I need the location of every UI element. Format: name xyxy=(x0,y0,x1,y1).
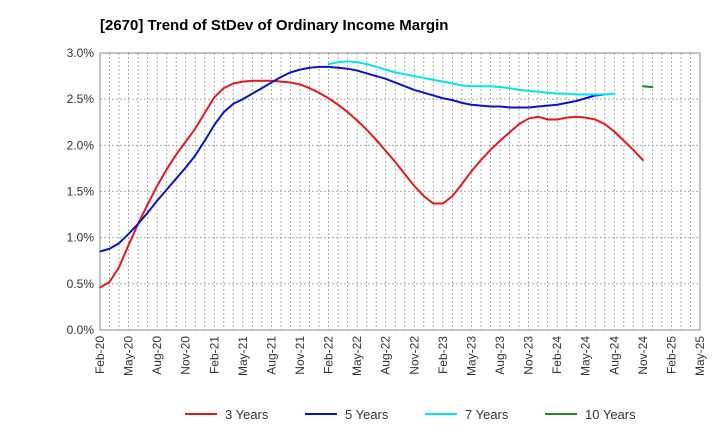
x-tick-label: Aug-20 xyxy=(150,336,164,375)
legend: 3 Years 5 Years 7 Years 10 Years xyxy=(185,407,636,422)
x-tick-label: May-23 xyxy=(464,336,478,376)
x-tick-label: May-22 xyxy=(350,336,364,376)
x-tick-label: Aug-21 xyxy=(264,336,278,375)
x-tick-label: Nov-22 xyxy=(407,336,421,375)
series-line-7-years xyxy=(327,60,616,96)
y-tick-label: 0.5% xyxy=(67,277,95,291)
x-tick-label: May-24 xyxy=(579,336,593,376)
y-tick-label: 1.5% xyxy=(67,185,95,199)
x-tick-label: Nov-23 xyxy=(522,336,536,375)
legend-label: 3 Years xyxy=(225,407,269,422)
x-tick-label: Aug-24 xyxy=(607,336,621,375)
series-line-3-years xyxy=(99,79,644,289)
x-tick-label: Nov-21 xyxy=(293,336,307,375)
x-tick-label: Nov-20 xyxy=(179,336,193,375)
chart-title: [2670] Trend of StDev of Ordinary Income… xyxy=(100,17,448,34)
x-tick-label: Feb-22 xyxy=(322,336,336,374)
y-tick-label: 0.0% xyxy=(67,323,95,337)
y-tick-label: 2.5% xyxy=(67,92,95,106)
x-tick-label: Feb-23 xyxy=(436,336,450,374)
x-tick-label: Aug-23 xyxy=(493,336,507,375)
y-tick-label: 1.0% xyxy=(67,231,95,245)
series-line-5-years xyxy=(99,65,606,253)
x-tick-label: May-20 xyxy=(122,336,136,376)
y-tick-label: 2.0% xyxy=(67,138,95,152)
series-line-10-years xyxy=(641,85,654,89)
x-tick-label: Feb-24 xyxy=(550,336,564,374)
x-tick-label: May-25 xyxy=(693,336,707,376)
y-tick-label: 3.0% xyxy=(67,46,95,60)
series-lines xyxy=(99,60,654,289)
x-tick-label: Feb-25 xyxy=(664,336,678,374)
legend-label: 7 Years xyxy=(465,407,509,422)
x-tick-label: Feb-20 xyxy=(93,336,107,374)
legend-label: 5 Years xyxy=(345,407,389,422)
x-tick-label: Aug-22 xyxy=(379,336,393,375)
x-tick-label: Nov-24 xyxy=(636,336,650,375)
x-axis: Feb-20 May-20 Aug-20 Nov-20 Feb-21 May-21 Aug-… xyxy=(93,336,707,376)
plot-frame xyxy=(99,52,701,331)
x-tick-label: May-21 xyxy=(236,336,250,376)
y-axis: 0.0% 0.5% 1.0% 1.5% 2.0% 2.5% 3.0% xyxy=(67,46,95,337)
x-tick-label: Feb-21 xyxy=(207,336,221,374)
legend-label: 10 Years xyxy=(585,407,636,422)
